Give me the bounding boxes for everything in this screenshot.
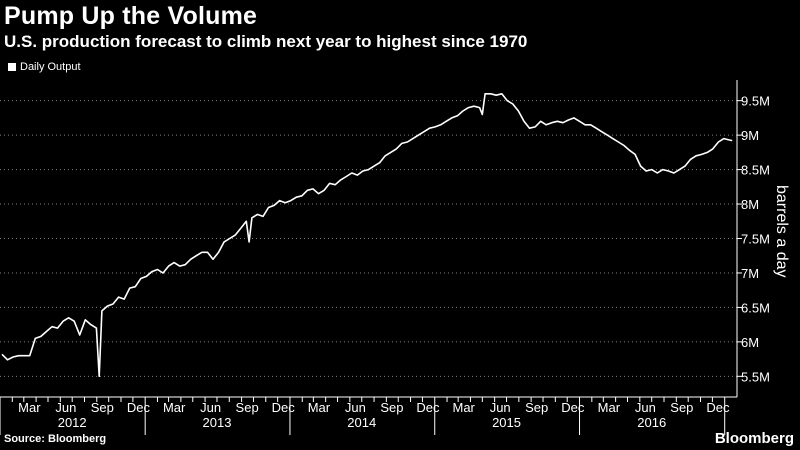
plot-series bbox=[1, 93, 733, 378]
y-tick-label: 8M bbox=[741, 197, 759, 212]
source-note: Source: Bloomberg bbox=[4, 433, 107, 445]
y-tick-label: 7.5M bbox=[741, 232, 770, 247]
x-month-label: Mar bbox=[308, 400, 331, 415]
x-year-label: 2012 bbox=[58, 415, 87, 430]
x-month-label: Sep bbox=[525, 400, 548, 415]
x-month-label: Mar bbox=[163, 400, 186, 415]
y-tick-label: 7M bbox=[741, 266, 759, 281]
x-month-label: Jun bbox=[55, 400, 76, 415]
chart-title: Pump Up the Volume bbox=[4, 2, 258, 30]
series-line-daily-output bbox=[1, 93, 733, 378]
x-month-label: Dec bbox=[561, 400, 585, 415]
legend: Daily Output bbox=[8, 61, 81, 73]
x-month-label: Sep bbox=[380, 400, 403, 415]
x-month-label: Mar bbox=[18, 400, 41, 415]
x-month-label: Sep bbox=[670, 400, 693, 415]
chart-subtitle: U.S. production forecast to climb next y… bbox=[4, 32, 528, 51]
x-month-label: Sep bbox=[91, 400, 114, 415]
x-month-label: Dec bbox=[272, 400, 296, 415]
legend-swatch-daily-output bbox=[8, 63, 16, 71]
x-year-label: 2013 bbox=[203, 415, 232, 430]
legend-label-daily-output: Daily Output bbox=[20, 61, 81, 73]
x-month-label: Mar bbox=[453, 400, 476, 415]
brand-logo: Bloomberg bbox=[714, 430, 794, 447]
grid-lines bbox=[0, 100, 737, 377]
y-tick-label: 6.5M bbox=[741, 300, 770, 315]
x-year-label: 2014 bbox=[347, 415, 376, 430]
y-tick-label: 6M bbox=[741, 335, 759, 350]
x-month-label: Jun bbox=[490, 400, 511, 415]
x-month-label: Sep bbox=[236, 400, 259, 415]
y-axis-label: barrels a day bbox=[773, 185, 790, 278]
y-tick-label: 5.5M bbox=[741, 369, 770, 384]
y-axis-label-box: barrels a day bbox=[752, 183, 800, 333]
x-month-label: Jun bbox=[200, 400, 221, 415]
x-axis-ticks: Mar Jun Sep Dec 2012 Mar Jun Sep Dec 2013 Mar Jun Se… bbox=[0, 397, 730, 435]
x-month-label: Dec bbox=[706, 400, 730, 415]
x-month-label: Jun bbox=[345, 400, 366, 415]
y-tick-label: 9M bbox=[741, 128, 759, 143]
x-month-label: Mar bbox=[598, 400, 621, 415]
y-tick-label: 9.5M bbox=[741, 94, 770, 109]
y-tick-label: 8.5M bbox=[741, 163, 770, 178]
x-month-label: Dec bbox=[127, 400, 151, 415]
x-year-label: 2016 bbox=[637, 415, 666, 430]
x-year-label: 2015 bbox=[492, 415, 521, 430]
y-axis-ticks: 5.5M 6M 6.5M 7M 7.5M 8M 8.5M 9M 9.5M bbox=[737, 94, 770, 384]
x-month-label: Jun bbox=[635, 400, 656, 415]
x-month-label: Dec bbox=[416, 400, 440, 415]
